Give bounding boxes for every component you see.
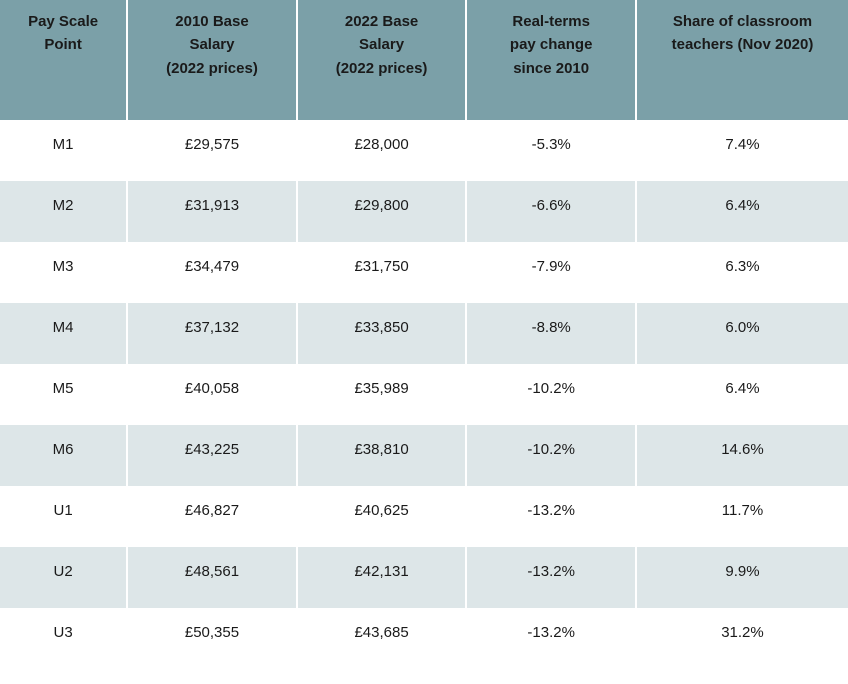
cell-pay-scale-point: M5 (0, 364, 127, 425)
cell-real-change: -10.2% (466, 364, 636, 425)
cell-2022-salary: £29,800 (297, 181, 467, 242)
cell-pay-scale-point: U1 (0, 486, 127, 547)
col-header-text: teachers (Nov 2020) (672, 36, 814, 53)
cell-pay-scale-point: M6 (0, 425, 127, 486)
col-header-text: Point (44, 36, 82, 53)
cell-real-change: -13.2% (466, 608, 636, 669)
col-header-text: Salary (359, 36, 404, 53)
table-row: U1 £46,827 £40,625 -13.2% 11.7% (0, 486, 848, 547)
cell-share: 11.7% (636, 486, 848, 547)
cell-2010-salary: £50,355 (127, 608, 297, 669)
col-header-text: Real-terms (512, 13, 590, 30)
col-header-2010-salary: 2010 Base Salary (2022 prices) (127, 0, 297, 120)
col-header-text: (2022 prices) (166, 60, 258, 77)
col-header-text: pay change (510, 36, 593, 53)
cell-2022-salary: £31,750 (297, 242, 467, 303)
cell-share: 6.0% (636, 303, 848, 364)
cell-2022-salary: £38,810 (297, 425, 467, 486)
table-row: M6 £43,225 £38,810 -10.2% 14.6% (0, 425, 848, 486)
col-header-pay-scale-point: Pay Scale Point (0, 0, 127, 120)
cell-share: 6.4% (636, 181, 848, 242)
table-row: M3 £34,479 £31,750 -7.9% 6.3% (0, 242, 848, 303)
table-row: M4 £37,132 £33,850 -8.8% 6.0% (0, 303, 848, 364)
cell-2022-salary: £35,989 (297, 364, 467, 425)
table-row: M2 £31,913 £29,800 -6.6% 6.4% (0, 181, 848, 242)
cell-pay-scale-point: M3 (0, 242, 127, 303)
cell-share: 6.3% (636, 242, 848, 303)
cell-real-change: -6.6% (466, 181, 636, 242)
cell-2010-salary: £46,827 (127, 486, 297, 547)
cell-real-change: -7.9% (466, 242, 636, 303)
table-header-row: Pay Scale Point 2010 Base Salary (2022 p… (0, 0, 848, 120)
cell-2010-salary: £34,479 (127, 242, 297, 303)
col-header-text: (2022 prices) (336, 60, 428, 77)
cell-pay-scale-point: U2 (0, 547, 127, 608)
col-header-text: 2022 Base (345, 13, 418, 30)
col-header-text: Pay Scale (28, 13, 98, 30)
table-row: U3 £50,355 £43,685 -13.2% 31.2% (0, 608, 848, 669)
col-header-real-terms-change: Real-terms pay change since 2010 (466, 0, 636, 120)
cell-pay-scale-point: M4 (0, 303, 127, 364)
col-header-text: Share of classroom (673, 13, 812, 30)
cell-2010-salary: £37,132 (127, 303, 297, 364)
cell-2010-salary: £31,913 (127, 181, 297, 242)
cell-real-change: -8.8% (466, 303, 636, 364)
cell-pay-scale-point: U3 (0, 608, 127, 669)
cell-real-change: -10.2% (466, 425, 636, 486)
cell-2022-salary: £43,685 (297, 608, 467, 669)
table-row: M5 £40,058 £35,989 -10.2% 6.4% (0, 364, 848, 425)
cell-share: 31.2% (636, 608, 848, 669)
cell-2010-salary: £29,575 (127, 120, 297, 181)
cell-2010-salary: £43,225 (127, 425, 297, 486)
cell-real-change: -13.2% (466, 486, 636, 547)
table-row: U2 £48,561 £42,131 -13.2% 9.9% (0, 547, 848, 608)
cell-pay-scale-point: M1 (0, 120, 127, 181)
table-body: M1 £29,575 £28,000 -5.3% 7.4% M2 £31,913… (0, 120, 848, 669)
pay-scale-table-container: Pay Scale Point 2010 Base Salary (2022 p… (0, 0, 848, 669)
cell-share: 14.6% (636, 425, 848, 486)
cell-real-change: -5.3% (466, 120, 636, 181)
cell-real-change: -13.2% (466, 547, 636, 608)
table-row: M1 £29,575 £28,000 -5.3% 7.4% (0, 120, 848, 181)
col-header-text: Salary (189, 36, 234, 53)
pay-scale-table: Pay Scale Point 2010 Base Salary (2022 p… (0, 0, 848, 669)
cell-share: 6.4% (636, 364, 848, 425)
cell-2010-salary: £40,058 (127, 364, 297, 425)
cell-pay-scale-point: M2 (0, 181, 127, 242)
col-header-text: 2010 Base (175, 13, 248, 30)
col-header-text: since 2010 (513, 60, 589, 77)
cell-share: 7.4% (636, 120, 848, 181)
cell-2022-salary: £40,625 (297, 486, 467, 547)
cell-2022-salary: £28,000 (297, 120, 467, 181)
cell-2022-salary: £33,850 (297, 303, 467, 364)
cell-2010-salary: £48,561 (127, 547, 297, 608)
cell-2022-salary: £42,131 (297, 547, 467, 608)
col-header-share-teachers: Share of classroom teachers (Nov 2020) (636, 0, 848, 120)
cell-share: 9.9% (636, 547, 848, 608)
col-header-2022-salary: 2022 Base Salary (2022 prices) (297, 0, 467, 120)
